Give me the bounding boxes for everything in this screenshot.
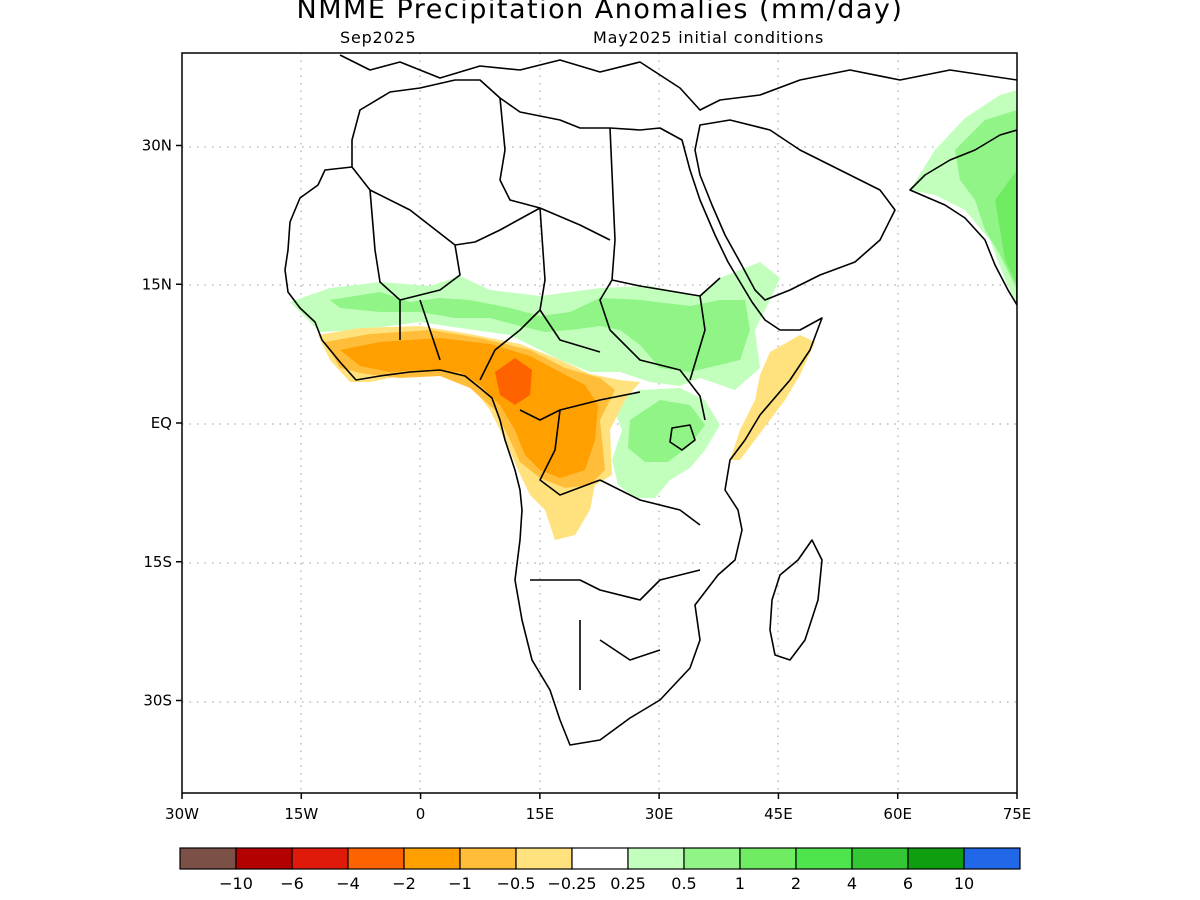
colorbar-label: 10: [954, 874, 974, 893]
africa-coastline: [284, 79, 823, 746]
map-title: NMME Precipitation Anomalies (mm/day): [296, 0, 904, 25]
colorbar-swatch: [795, 847, 853, 870]
colorbar-label: 0.5: [671, 874, 696, 893]
colorbar-swatch: [179, 847, 237, 870]
colorbar-label: 0.25: [610, 874, 646, 893]
colorbar-swatch: [739, 847, 797, 870]
colorbar-swatch: [571, 847, 629, 870]
colorbar-swatch: [403, 847, 461, 870]
lon-tick-label: 60E: [883, 805, 912, 823]
initial-conditions-label: May2025 initial conditions: [593, 28, 825, 47]
colorbar-swatch: [235, 847, 293, 870]
lat-tick-label: 15S: [143, 553, 172, 571]
lon-tick-label: 30W: [165, 805, 199, 823]
colorbar-label: 2: [791, 874, 801, 893]
lon-tick-label: 45E: [764, 805, 793, 823]
longitude-axis: 30W 15W 0 15E 30E 45E 60E 75E: [165, 793, 1031, 823]
colorbar-label: −0.5: [497, 874, 536, 893]
colorbar-swatch: [459, 847, 517, 870]
arabia-coastline: [694, 119, 896, 301]
colorbar-label: 4: [847, 874, 857, 893]
colorbar-label: −4: [336, 874, 360, 893]
colorbar-label: −6: [280, 874, 304, 893]
lake-victoria: [669, 424, 696, 451]
colorbar: [179, 847, 1021, 870]
colorbar-label: −2: [392, 874, 416, 893]
country-borders: [351, 97, 721, 690]
colorbar-swatch: [347, 847, 405, 870]
colorbar-swatch: [627, 847, 685, 870]
colorbar-label: −0.25: [547, 874, 596, 893]
europe-coast-north: [339, 54, 1017, 111]
colorbar-swatch: [907, 847, 965, 870]
lon-tick-label: 15W: [284, 805, 318, 823]
colorbar-swatch: [515, 847, 573, 870]
lon-tick-label: 30E: [645, 805, 674, 823]
sahel-moderate-wet: [330, 292, 750, 372]
india-coastline: [909, 129, 1017, 306]
india-strong-wet: [995, 170, 1017, 285]
colorbar-swatch: [683, 847, 741, 870]
lon-tick-label: 0: [416, 805, 426, 823]
colorbar-label: 6: [903, 874, 913, 893]
lon-tick-label: 75E: [1003, 805, 1032, 823]
colorbar-swatch: [851, 847, 909, 870]
central-africa-dry-strong: [340, 338, 598, 478]
colorbar-label: 1: [735, 874, 745, 893]
colorbar-labels: −10 −6 −4 −2 −1 −0.5 −0.25 0.25 0.5 1 2 4 6 10: [219, 874, 974, 893]
colorbar-swatch: [963, 847, 1021, 870]
colorbar-swatch: [291, 847, 349, 870]
target-month-label: Sep2025: [340, 28, 417, 47]
madagascar-coastline: [769, 539, 823, 661]
lon-tick-label: 15E: [526, 805, 555, 823]
lat-tick-label: 30S: [143, 692, 172, 710]
anomaly-shading: [290, 90, 1017, 540]
colorbar-label: −1: [448, 874, 472, 893]
colorbar-label: −10: [219, 874, 253, 893]
lat-tick-label: 30N: [142, 137, 172, 155]
cameroon-dry-max: [495, 358, 532, 405]
india-moderate-wet: [955, 110, 1017, 290]
lat-tick-label: 15N: [142, 275, 172, 293]
latitude-axis: 30N 15N EQ 15S 30S: [142, 137, 182, 710]
lat-tick-label: EQ: [151, 414, 172, 432]
coastlines-and-borders: [284, 54, 1017, 746]
